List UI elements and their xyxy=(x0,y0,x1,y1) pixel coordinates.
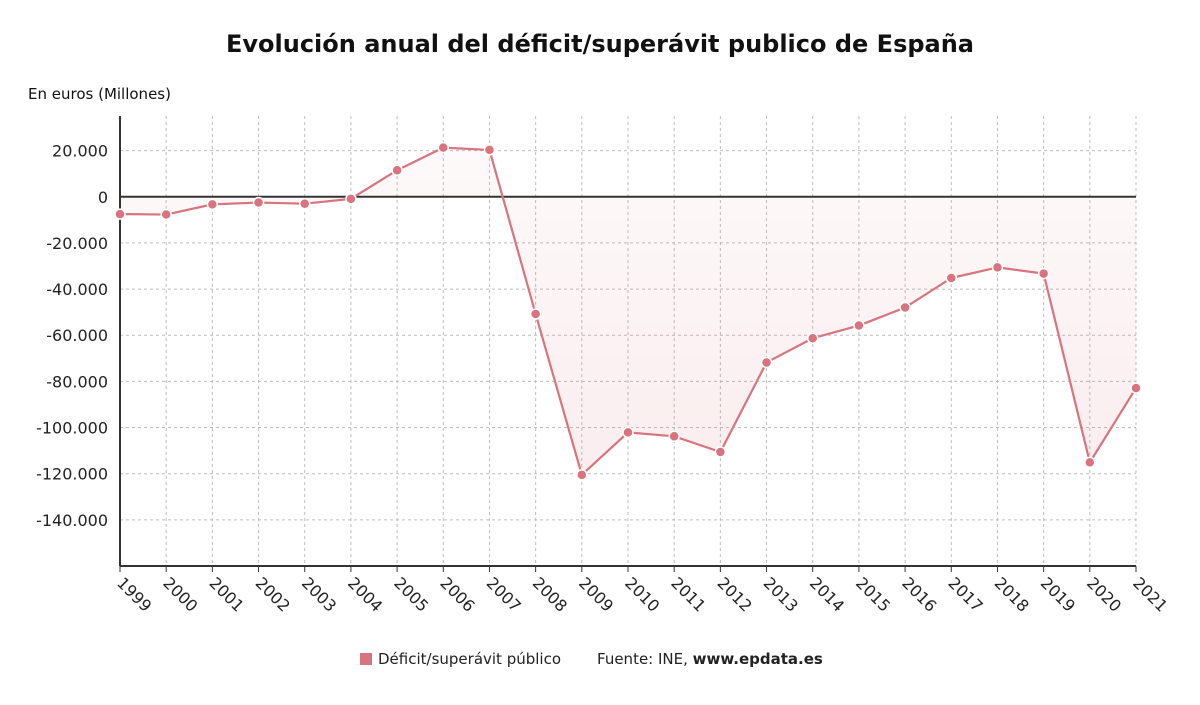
data-point xyxy=(206,198,219,211)
legend-label: Déficit/superávit público xyxy=(378,650,562,668)
x-tick-label: 2019 xyxy=(1037,573,1079,615)
x-tick-label: 2009 xyxy=(575,573,617,615)
data-point xyxy=(622,426,634,439)
data-point xyxy=(114,208,126,220)
data-point xyxy=(252,196,265,209)
data-points xyxy=(114,141,1142,481)
x-tick-label: 2011 xyxy=(667,573,709,615)
data-point xyxy=(437,141,450,154)
data-point xyxy=(853,319,865,332)
data-point xyxy=(391,164,403,176)
y-tick-label: -120.000 xyxy=(36,465,108,484)
data-point xyxy=(945,272,958,284)
x-tick-label: 2007 xyxy=(483,573,525,615)
legend-swatch xyxy=(360,653,372,665)
data-point xyxy=(806,332,819,344)
y-tick-label: -60.000 xyxy=(46,326,108,345)
y-axis-label: En euros (Millones) xyxy=(28,85,171,103)
x-tick-labels: 1999 2000 2001 2002 2003 2004 2005 2006 2007 2008… xyxy=(113,573,1171,615)
data-point xyxy=(1084,456,1096,469)
x-tick-label: 2018 xyxy=(991,573,1033,615)
data-point xyxy=(714,446,727,458)
x-tick-label: 2001 xyxy=(206,573,248,615)
y-tick-labels: 20.000 0 -20.000 -40.000 -60.000 -80.000 -100.… xyxy=(36,142,108,530)
data-point xyxy=(345,193,357,205)
x-tick-label: 2016 xyxy=(898,573,940,615)
data-point xyxy=(760,356,773,369)
x-tick-label: 2002 xyxy=(252,573,294,615)
source-note: Fuente: INE, www.epdata.es xyxy=(597,650,823,668)
x-tick-label: 2012 xyxy=(714,573,756,615)
y-tick-label: -140.000 xyxy=(36,511,108,530)
y-tick-label: -80.000 xyxy=(46,372,108,391)
area-fill-path xyxy=(120,147,1136,475)
data-point xyxy=(899,301,911,314)
data-point xyxy=(483,144,496,156)
x-tick-label: 2008 xyxy=(529,573,571,615)
x-tick-label: 2000 xyxy=(159,573,201,615)
y-tick-label: 20.000 xyxy=(52,142,108,161)
x-tick-label: 2005 xyxy=(390,573,432,615)
data-point xyxy=(1130,382,1142,394)
x-tick-label: 2015 xyxy=(852,573,894,615)
area-fill xyxy=(120,147,1136,475)
chart-title: Evolución anual del déficit/superávit pu… xyxy=(225,30,975,58)
data-point xyxy=(668,430,680,443)
x-tick-label: 2004 xyxy=(344,573,386,615)
data-point xyxy=(529,308,542,320)
x-tick-label: 2020 xyxy=(1083,573,1125,615)
x-tick-label: 2010 xyxy=(621,573,663,615)
data-point xyxy=(1037,267,1050,280)
data-point xyxy=(160,208,172,221)
x-tick-label: 1999 xyxy=(113,573,155,615)
y-tick-label: -40.000 xyxy=(46,280,108,299)
legend: Déficit/superávit público Fuente: INE, w… xyxy=(360,650,823,668)
y-tick-label: 0 xyxy=(98,188,108,207)
source-site[interactable]: www.epdata.es xyxy=(692,650,823,668)
x-tick-label: 2013 xyxy=(760,573,802,615)
source-prefix: Fuente: INE, xyxy=(597,650,693,668)
x-tick-label: 2014 xyxy=(806,573,848,615)
x-tick-label: 2003 xyxy=(298,573,340,615)
y-tick-label: -20.000 xyxy=(46,234,108,253)
x-tick-label: 2017 xyxy=(944,573,986,615)
x-tick-label: 2006 xyxy=(436,573,478,615)
x-tick-label: 2021 xyxy=(1129,573,1171,615)
data-point xyxy=(991,261,1004,274)
axes xyxy=(119,116,1137,572)
y-tick-label: -100.000 xyxy=(36,419,108,438)
data-point xyxy=(298,197,311,210)
data-point xyxy=(576,469,588,481)
